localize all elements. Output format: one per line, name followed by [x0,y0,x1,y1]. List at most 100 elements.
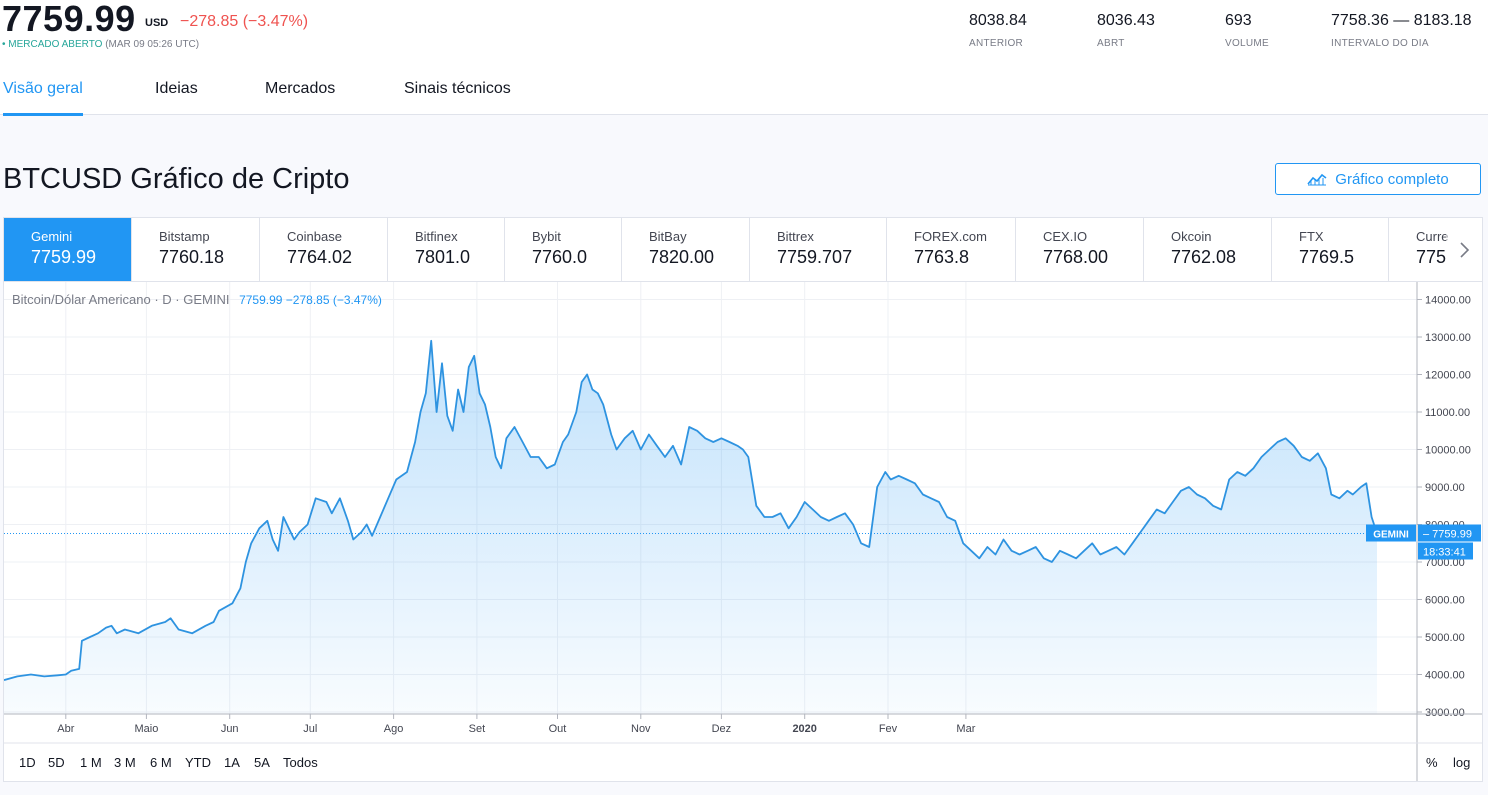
y-tick-label: 14000.00 [1425,295,1471,307]
price-line [4,339,1378,681]
exchange-bitfinex[interactable]: Bitfinex 7801.0 [388,218,505,281]
chart-panel[interactable]: 14000.00 13000.00 12000.00 11000.00 10000.00… [3,281,1483,782]
exchange-name: CEX.IO [1043,229,1088,244]
x-tick-label: Dez [712,723,732,735]
tab-overview[interactable]: Visão geral [3,80,83,116]
x-tick-label: Ago [384,723,404,735]
market-status: • MERCADO ABERTO (MAR 09 05:26 UTC) [2,39,199,50]
price-tag-bg [1418,524,1481,542]
chart-area [4,339,1417,714]
stat-day-range: 7758.36 — 8183.18 INTERVALO DO DIA [1331,12,1472,49]
stat-open: 8036.43 ABRT [1097,12,1155,49]
exchange-price: 7801.0 [415,247,471,267]
chart-legend: Bitcoin/Dólar Americano · D · GEMINI 775… [12,292,382,307]
status-dot-icon: • [2,39,6,50]
x-tick-label: Out [549,723,567,735]
range-3m[interactable]: 3 M [114,755,136,770]
countdown-tag-value: 18:33:41 [1423,547,1466,559]
range-1m[interactable]: 1 M [80,755,102,770]
exchange-name: Bittrex [777,229,814,244]
exchange-price: 7764.02 [287,247,353,267]
stat-value: 8038.84 [969,12,1027,29]
x-tick-label: Jul [303,723,317,735]
range-5d[interactable]: 5D [48,755,65,770]
y-tick-label: 12000.00 [1425,370,1471,382]
exchange-price: 7762.08 [1171,247,1237,267]
range-ytd[interactable]: YTD [185,755,211,770]
exchange-tag-label: GEMINI [1373,530,1409,541]
exchange-price: 7769.5 [1299,247,1355,267]
market-open-label: MERCADO ABERTO [8,39,103,50]
x-tick-label: Mar [956,723,975,735]
range-1d[interactable]: 1D [19,755,36,770]
exchange-forex-com[interactable]: FOREX.com 7763.8 [887,218,1016,281]
exchange-name: Curre [1416,229,1449,244]
tab-ideas[interactable]: Ideias [155,80,198,97]
price-tag-value: – 7759.99 [1423,529,1472,541]
stat-label: VOLUME [1225,38,1270,49]
exchange-coinbase[interactable]: Coinbase 7764.02 [260,218,388,281]
range-all[interactable]: Todos [283,755,318,770]
exchange-name: Bitfinex [415,229,458,244]
exchange-cex-io[interactable]: CEX.IO 7768.00 [1016,218,1144,281]
x-tick-label: 2020 [792,723,816,735]
exchange-name: FOREX.com [914,229,987,244]
tab-markets[interactable]: Mercados [265,80,336,97]
exchange-gemini[interactable]: Gemini 7759.99 [4,218,132,281]
stat-label: ANTERIOR [969,38,1024,49]
stat-label: ABRT [1097,38,1125,49]
x-tick-label: Nov [631,723,651,735]
exchange-price: 7763.8 [914,247,970,267]
currency-label: USD [145,17,169,29]
y-tick-label: 11000.00 [1425,407,1470,419]
stat-value: 7758.36 — 8183.18 [1331,12,1472,29]
x-tick-label: Abr [57,723,74,735]
y-tick-label: 13000.00 [1425,332,1471,344]
tab-technicals[interactable]: Sinais técnicos [404,80,511,97]
exchange-name: BitBay [649,229,687,244]
full-chart-label: Gráfico completo [1335,170,1449,188]
log-scale-toggle[interactable]: log [1453,755,1471,770]
exchange-bittrex[interactable]: Bittrex 7759.707 [750,218,887,281]
percent-scale-toggle[interactable]: % [1426,755,1438,770]
chart-line-icon [1307,173,1327,186]
chart-symbol-label: Bitcoin/Dólar Americano · D · GEMINI [12,292,230,307]
exchange-okcoin[interactable]: Okcoin 7762.08 [1144,218,1272,281]
exchange-name: Gemini [31,229,73,244]
exchange-scroll-right[interactable] [1446,218,1482,281]
exchange-price: 7768.00 [1043,247,1109,267]
exchange-bitstamp[interactable]: Bitstamp 7760.18 [132,218,260,281]
range-bar: 1D 5D 1 M 3 M 6 M YTD 1A 5A Todos % log [3,744,1483,782]
price-area-fill [4,340,1377,714]
exchange-price: 775 [1416,247,1447,267]
full-chart-button[interactable]: Gráfico completo [1275,163,1481,195]
stat-value: 8036.43 [1097,12,1155,29]
countdown-tag-bg [1418,542,1473,560]
x-tick-label: Maio [134,723,158,735]
price-chart[interactable]: 14000.00 13000.00 12000.00 11000.00 10000.00… [4,282,1482,781]
x-tick-label: Jun [221,723,239,735]
last-price: 7759.99 [2,0,136,39]
range-1a[interactable]: 1A [224,755,240,770]
price-change: −278.85 (−3.47%) [180,13,309,30]
chart-axes: 14000.00 13000.00 12000.00 11000.00 10000.00… [4,282,1482,781]
y-tick-label: 6000.00 [1425,595,1465,607]
x-tick-label: Fev [879,723,898,735]
exchange-bitbay[interactable]: BitBay 7820.00 [622,218,750,281]
exchange-price: 7820.00 [649,247,715,267]
exchange-price: 7760.18 [159,247,225,267]
stat-previous: 8038.84 ANTERIOR [969,12,1027,49]
exchange-bybit[interactable]: Bybit 7760.0 [505,218,622,281]
exchange-ftx[interactable]: FTX 7769.5 [1272,218,1389,281]
symbol-header: 7759.99 USD −278.85 (−3.47%) • MERCADO A… [0,0,1488,116]
exchange-name: Bybit [532,229,561,244]
y-tick-label: 5000.00 [1425,632,1465,644]
range-5a[interactable]: 5A [254,755,270,770]
chart-legend-values: 7759.99 −278.85 (−3.47%) [239,293,382,307]
y-tick-label: 7000.00 [1425,557,1465,569]
stat-label: INTERVALO DO DIA [1331,38,1429,49]
chevron-right-icon [1460,242,1470,258]
stat-volume: 693 VOLUME [1225,12,1269,49]
range-6m[interactable]: 6 M [150,755,172,770]
x-tick-label: Set [469,723,486,735]
